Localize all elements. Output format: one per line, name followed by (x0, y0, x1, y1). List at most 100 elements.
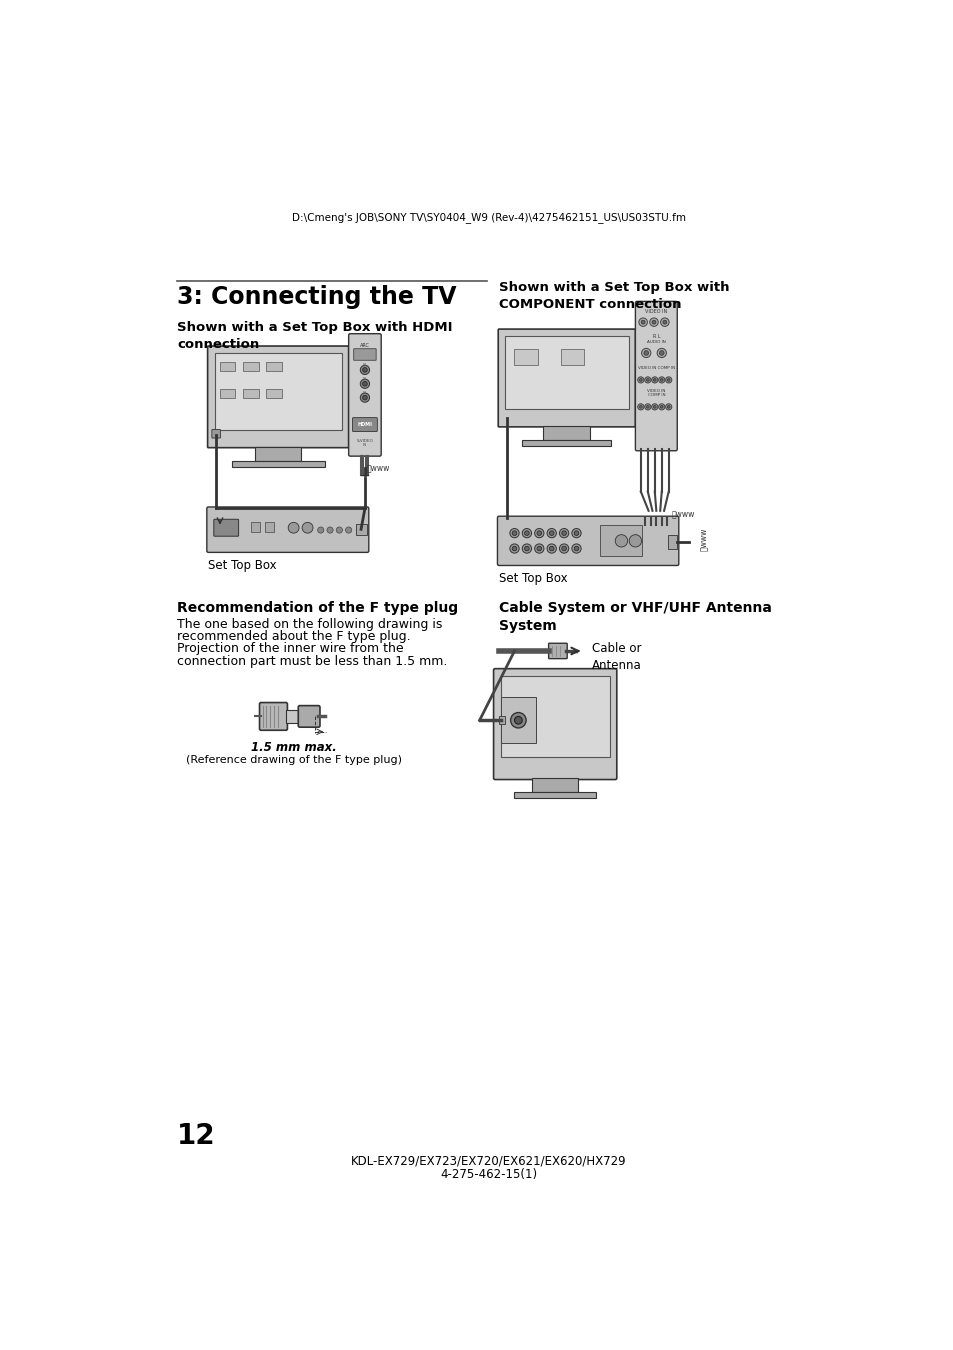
Text: S-VIDEO
IN: S-VIDEO IN (356, 439, 373, 447)
Bar (286, 710, 315, 722)
Circle shape (509, 528, 518, 537)
FancyBboxPatch shape (354, 348, 375, 360)
Bar (514, 792, 596, 798)
Bar (505, 336, 629, 409)
Circle shape (658, 404, 664, 410)
Circle shape (639, 405, 641, 408)
Circle shape (639, 319, 647, 327)
Bar (500, 697, 536, 744)
Circle shape (658, 377, 664, 383)
Circle shape (637, 404, 643, 410)
Circle shape (665, 377, 671, 383)
Circle shape (574, 547, 578, 551)
FancyBboxPatch shape (259, 702, 287, 730)
Circle shape (637, 377, 643, 383)
FancyBboxPatch shape (497, 329, 635, 427)
Circle shape (514, 717, 521, 724)
Circle shape (667, 378, 669, 381)
Text: Shown with a Set Top Box with HDMI
connection: Shown with a Set Top Box with HDMI conne… (177, 321, 453, 351)
Text: 1.5 mm max.: 1.5 mm max. (251, 741, 336, 755)
Text: The one based on the following drawing is: The one based on the following drawing i… (177, 618, 442, 630)
FancyBboxPatch shape (348, 333, 381, 456)
Bar (542, 427, 589, 440)
Circle shape (509, 544, 518, 554)
Text: VIDEO IN: VIDEO IN (644, 309, 667, 315)
Circle shape (659, 351, 663, 355)
Circle shape (629, 535, 641, 547)
Text: Projection of the inner wire from the: Projection of the inner wire from the (177, 643, 403, 656)
Text: R L: R L (652, 333, 659, 339)
Text: connection part must be less than 1.5 mm.: connection part must be less than 1.5 mm… (177, 655, 447, 668)
Bar (243, 389, 258, 398)
Circle shape (335, 526, 342, 533)
Text: VIDEO IN
COMP IN: VIDEO IN COMP IN (646, 389, 665, 397)
Text: D:\Cmeng's JOB\SONY TV\SY0404_W9 (Rev-4)\4275462151_US\US03STU.fm: D:\Cmeng's JOB\SONY TV\SY0404_W9 (Rev-4)… (292, 212, 685, 223)
Bar (266, 362, 282, 371)
Bar (599, 525, 641, 556)
Circle shape (537, 531, 541, 536)
Text: Set Top Box: Set Top Box (208, 559, 276, 571)
Bar (560, 350, 583, 365)
FancyBboxPatch shape (298, 706, 319, 728)
Circle shape (288, 522, 298, 533)
Text: IN: IN (362, 377, 367, 381)
Circle shape (653, 378, 656, 381)
Circle shape (561, 531, 566, 536)
Bar (667, 535, 677, 548)
FancyBboxPatch shape (493, 668, 617, 779)
FancyBboxPatch shape (353, 417, 377, 432)
Circle shape (512, 547, 517, 551)
Circle shape (659, 319, 668, 327)
Bar (355, 524, 367, 536)
Bar (265, 522, 274, 532)
Text: Recommendation of the F type plug: Recommendation of the F type plug (177, 601, 458, 614)
Circle shape (558, 528, 568, 537)
Text: Set Top Box: Set Top Box (498, 571, 567, 585)
Circle shape (524, 547, 529, 551)
Text: 3: Connecting the TV: 3: Connecting the TV (177, 285, 456, 309)
FancyBboxPatch shape (213, 520, 238, 536)
Circle shape (537, 547, 541, 551)
Circle shape (649, 319, 658, 327)
Circle shape (646, 405, 648, 408)
FancyBboxPatch shape (497, 516, 679, 566)
Circle shape (362, 396, 367, 400)
Circle shape (521, 544, 531, 554)
Bar (220, 389, 235, 398)
Text: Shown with a Set Top Box with
COMPONENT connection: Shown with a Set Top Box with COMPONENT … (498, 281, 729, 312)
Circle shape (360, 366, 369, 374)
Circle shape (651, 404, 658, 410)
FancyBboxPatch shape (212, 429, 220, 437)
Circle shape (512, 531, 517, 536)
Circle shape (644, 404, 650, 410)
Circle shape (657, 348, 666, 358)
Circle shape (317, 526, 323, 533)
Bar (251, 522, 260, 532)
Circle shape (615, 535, 627, 547)
Bar (531, 778, 578, 792)
Circle shape (362, 382, 367, 386)
Text: HDMI: HDMI (357, 423, 372, 427)
Circle shape (662, 320, 666, 324)
Bar (266, 389, 282, 398)
Circle shape (659, 378, 662, 381)
FancyBboxPatch shape (207, 508, 369, 552)
Bar (498, 717, 505, 724)
Text: ARC: ARC (359, 343, 370, 348)
Bar (220, 362, 235, 371)
Text: 12: 12 (177, 1122, 215, 1150)
Circle shape (524, 531, 529, 536)
Text: ﾐwww: ﾐwww (671, 510, 695, 520)
Text: IN: IN (362, 363, 367, 367)
Bar (254, 447, 301, 460)
Circle shape (360, 393, 369, 402)
Text: (Reference drawing of the F type plug): (Reference drawing of the F type plug) (186, 755, 401, 765)
Text: Cable System or VHF/UHF Antenna
System: Cable System or VHF/UHF Antenna System (498, 601, 771, 633)
Text: recommended about the F type plug.: recommended about the F type plug. (177, 630, 411, 643)
Circle shape (549, 547, 554, 551)
Circle shape (546, 544, 556, 554)
Circle shape (574, 531, 578, 536)
Circle shape (360, 379, 369, 389)
Circle shape (558, 544, 568, 554)
Circle shape (302, 522, 313, 533)
